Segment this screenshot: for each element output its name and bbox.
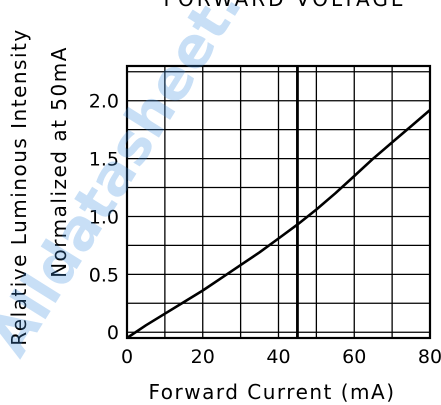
chart-title: FORWARD VOLTAGE	[164, 0, 407, 11]
x-tick-label: 80	[418, 346, 441, 368]
tick-labels: 0 20 40 60 80 0 0.5 1.0 1.5 2.0	[89, 91, 441, 368]
x-tick-label: 40	[266, 346, 290, 368]
grid	[125, 64, 432, 340]
y-tick-label: 0.5	[89, 264, 119, 286]
series-group	[126, 109, 431, 340]
plot-frame	[125, 64, 432, 340]
y-axis-label-line2: Normalized at 50mA	[47, 46, 71, 278]
x-tick-label: 20	[191, 346, 215, 368]
y-tick-label: 2.0	[89, 91, 119, 113]
y-axis-label-line1: Relative Luminous Intensity	[7, 28, 31, 345]
y-tick-label: 1.5	[89, 149, 119, 171]
series-line	[126, 109, 431, 340]
x-tick-label: 0	[121, 346, 133, 368]
x-axis-label: Forward Current (mA)	[148, 380, 395, 404]
y-tick-label: 0	[107, 322, 119, 344]
y-tick-label: 1.0	[89, 206, 119, 228]
x-tick-label: 60	[342, 346, 366, 368]
